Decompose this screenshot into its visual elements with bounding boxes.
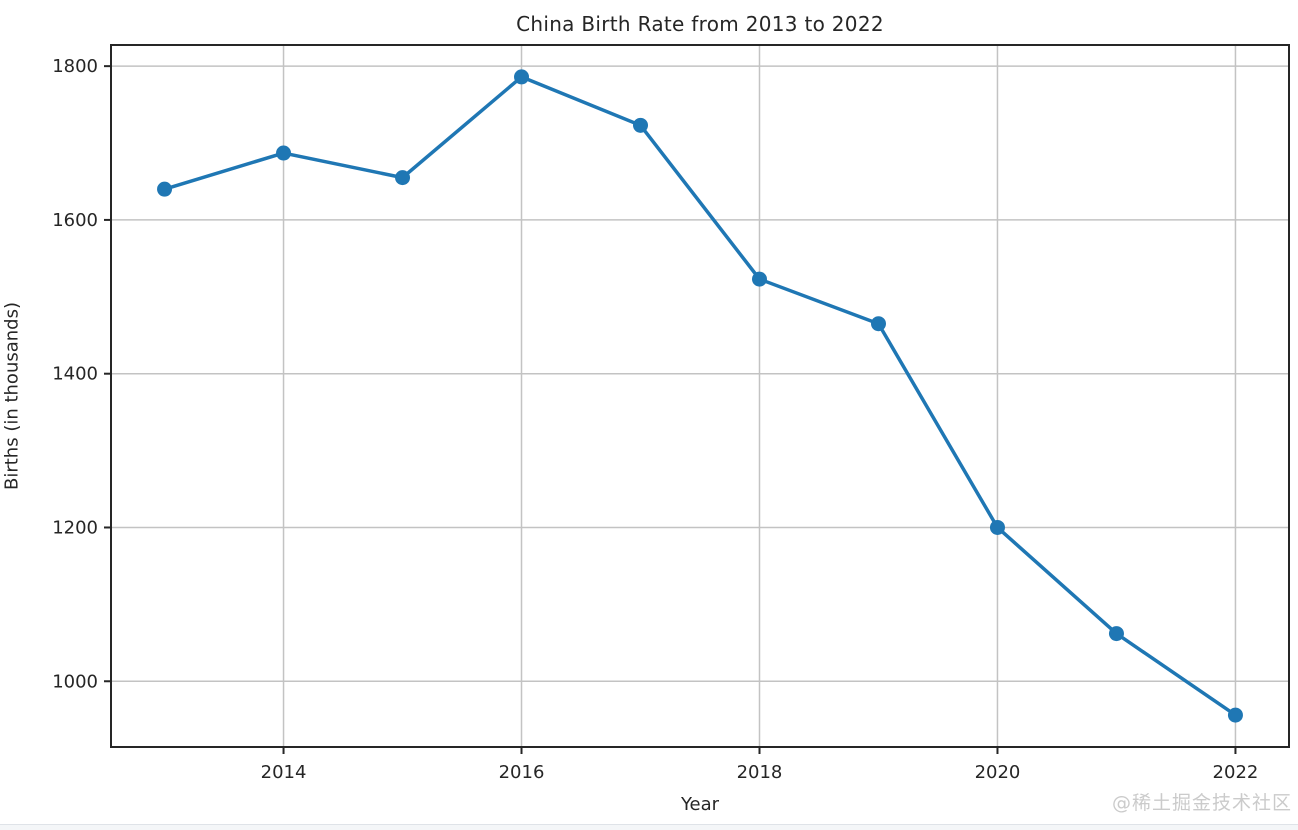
y-tick-label: 1600 (52, 210, 98, 231)
data-point-marker (870, 316, 886, 332)
x-tick-label: 2022 (1213, 762, 1259, 783)
y-tick-label: 1800 (52, 56, 98, 77)
data-point-marker (514, 69, 530, 85)
data-point-marker (751, 271, 767, 287)
data-point-marker (1227, 707, 1243, 723)
data-point-marker (989, 519, 1005, 535)
plot-border (110, 44, 1290, 748)
y-tick-label: 1200 (52, 517, 98, 538)
y-tick-label: 1000 (52, 671, 98, 692)
x-tick-label: 2018 (737, 762, 783, 783)
data-point-marker (276, 145, 292, 161)
x-tick-label: 2020 (975, 762, 1021, 783)
x-tick-label: 2014 (261, 762, 307, 783)
x-tick-label: 2016 (499, 762, 545, 783)
y-axis-label: Births (in thousands) (1, 302, 23, 490)
data-point-marker (395, 170, 411, 186)
y-tick-label: 1400 (52, 364, 98, 385)
chart-title: China Birth Rate from 2013 to 2022 (516, 12, 884, 36)
x-axis-label: Year (680, 794, 720, 815)
bottom-edge-divider (0, 824, 1298, 825)
birth-rate-line (162, 75, 1238, 717)
data-point-marker (1108, 626, 1124, 642)
data-point-marker (157, 181, 173, 197)
bottom-edge-strip (0, 825, 1298, 830)
watermark-text: @稀土掘金技术社区 (1111, 792, 1292, 814)
data-point-marker (633, 117, 649, 133)
